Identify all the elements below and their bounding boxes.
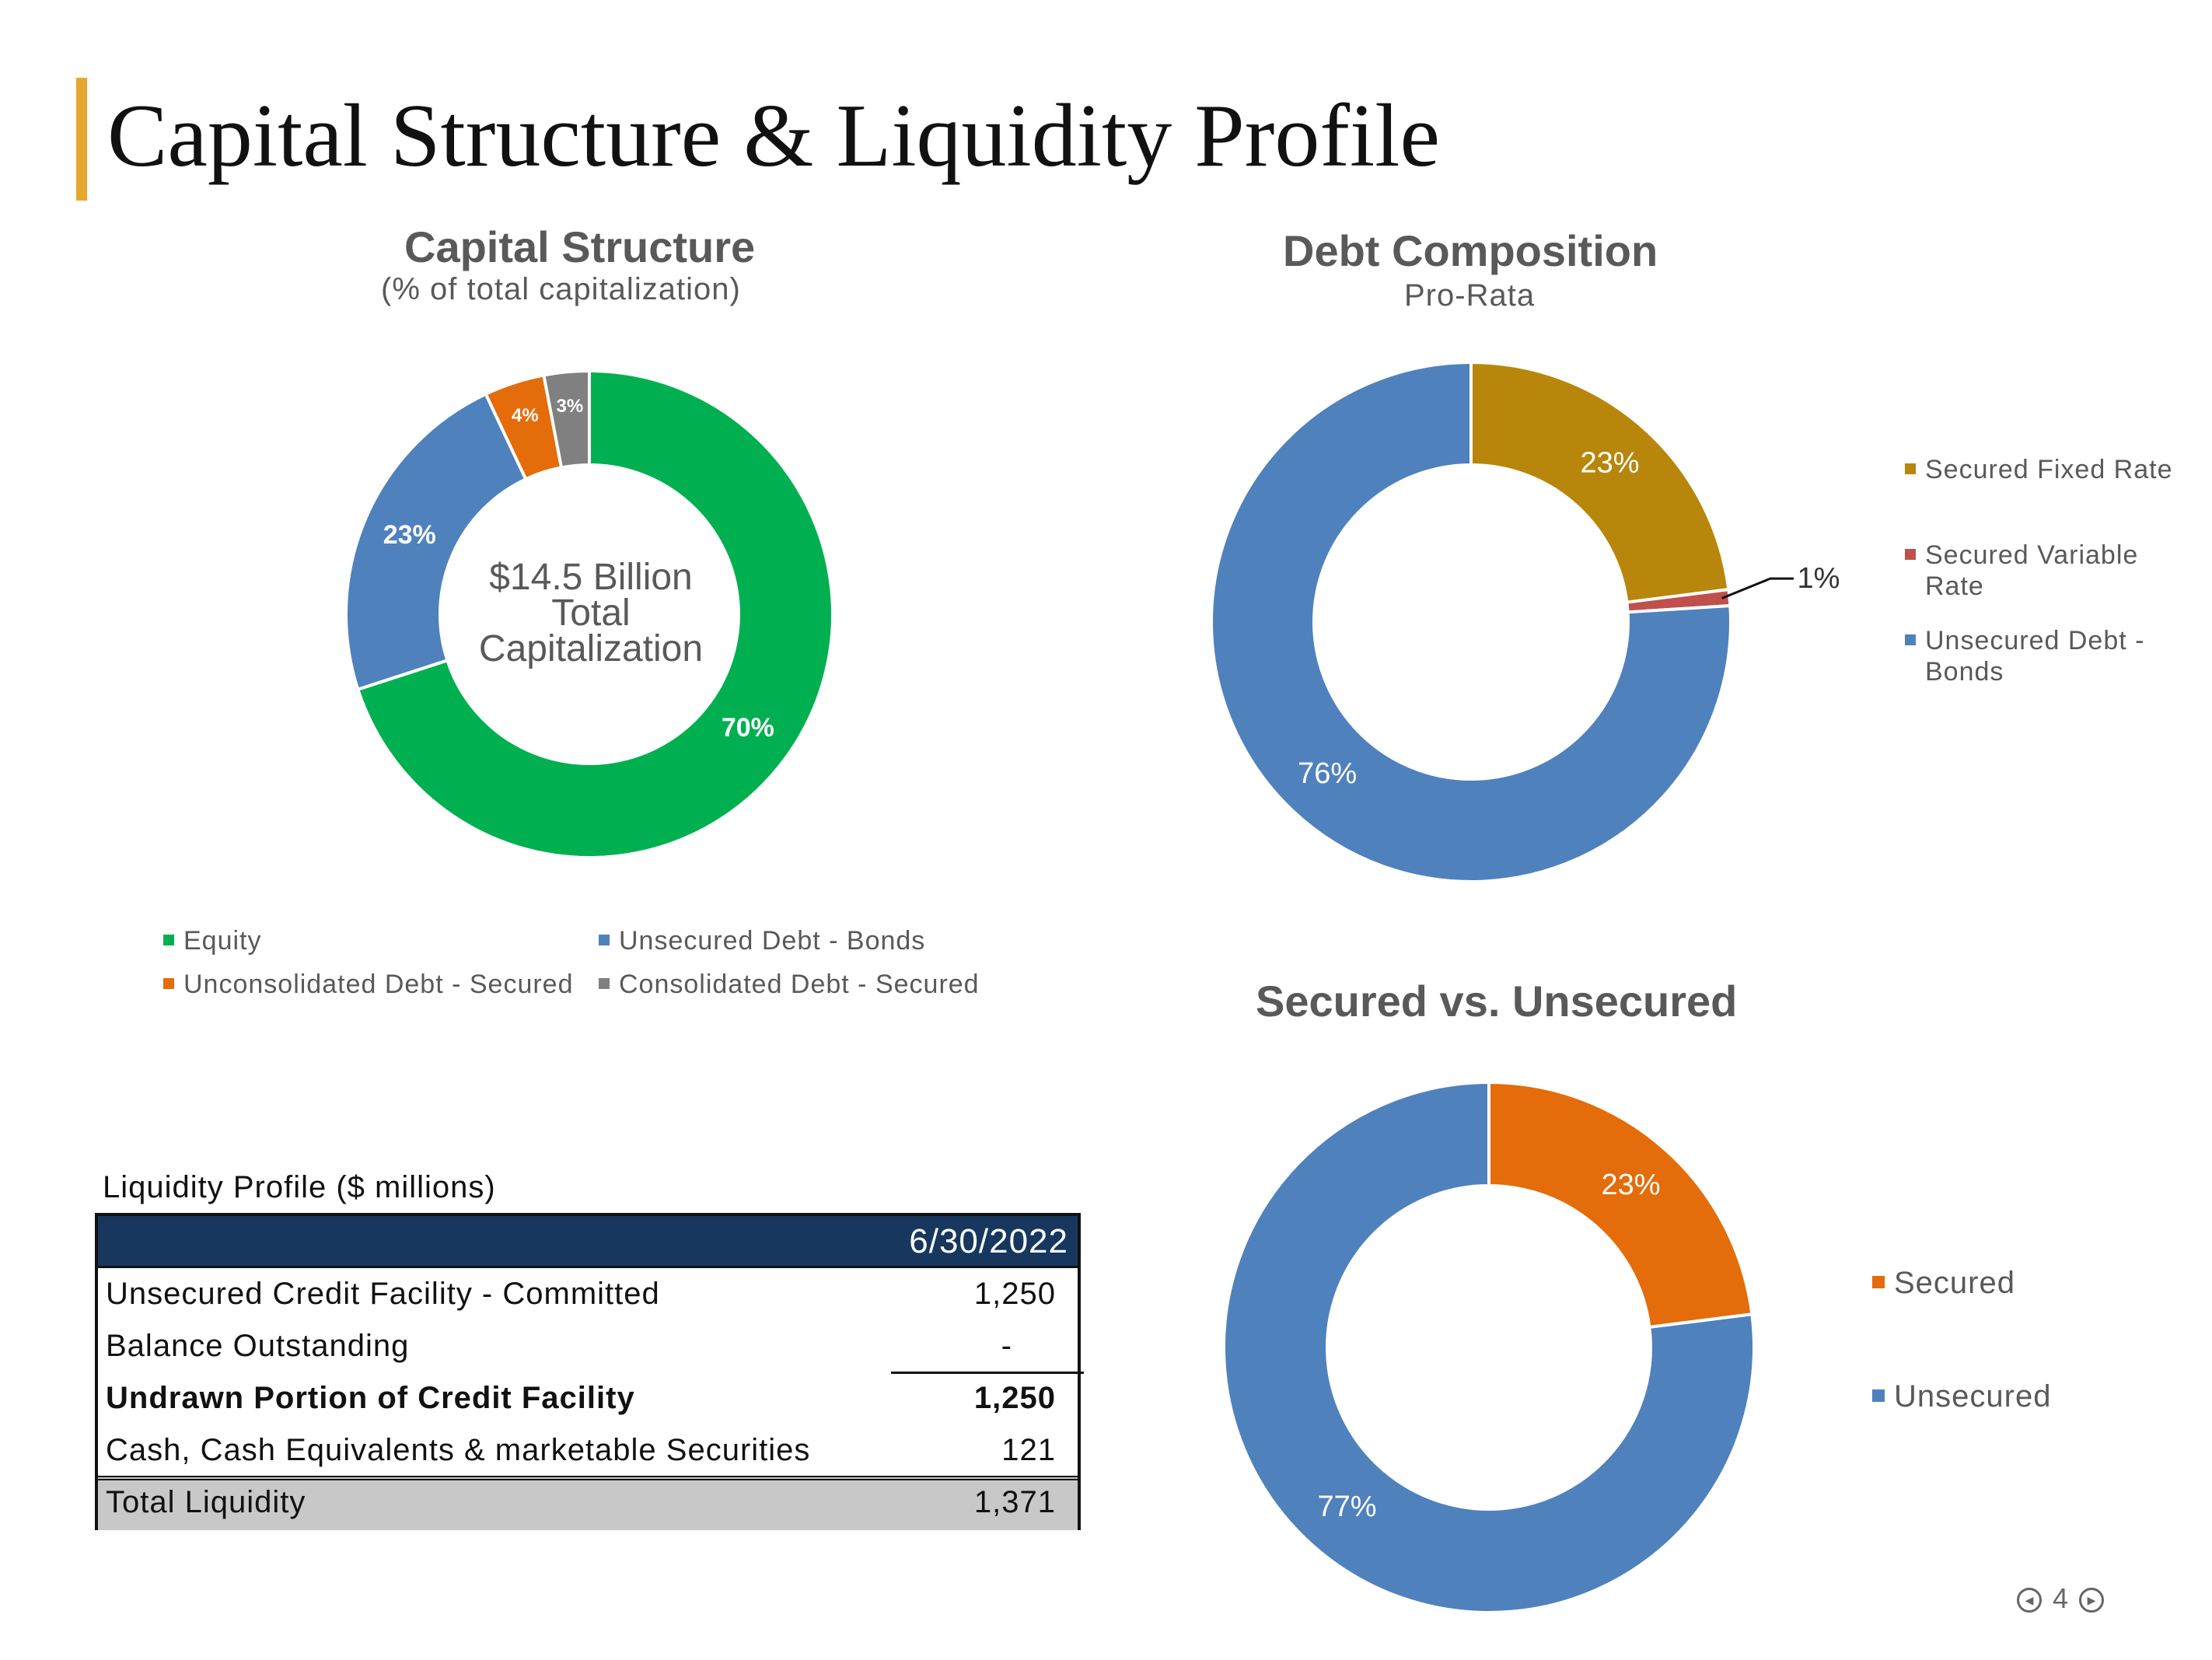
legend-swatch (1872, 1276, 1885, 1289)
center-label-line: $14.5 Billion (489, 557, 693, 598)
legend-swatch (599, 978, 610, 990)
legend-swatch (1905, 634, 1916, 646)
secured-slice-secured (1487, 1080, 1754, 1330)
legend-swatch (1905, 463, 1916, 475)
debt-composition-title: Debt Composition (1283, 226, 1658, 275)
row-label: Balance Outstanding (106, 1329, 410, 1363)
liquidity-date-header: 6/30/2022 (909, 1222, 1068, 1260)
liquidity-table: 6/30/2022 Unsecured Credit Facility - Co… (95, 1213, 1084, 1530)
capital-slice-unsecured-debt-bonds (344, 392, 528, 692)
title-accent-bar (76, 78, 87, 201)
total-value: 1,371 (973, 1485, 1056, 1519)
capital-slice-consolidated-debt-secured (542, 369, 591, 470)
prev-page-icon[interactable]: ◀ (2017, 1588, 2042, 1613)
debt-composition-subtitle: Pro-Rata (1404, 278, 1536, 313)
table-row: Undrawn Portion of Credit Facility 1,250 (98, 1372, 1078, 1423)
row-label: Unsecured Credit Facility - Committed (106, 1277, 660, 1311)
debt-data-label: 76% (1298, 757, 1357, 790)
legend-item-unsecured-bonds: Unsecured Debt - Bonds (599, 925, 925, 956)
table-row: Balance Outstanding - (98, 1319, 1078, 1371)
legend-swatch (1905, 549, 1916, 561)
page-navigation: ◀ 4 ▶ (2006, 1582, 2115, 1615)
capital-data-label: 3% (556, 396, 583, 417)
legend-swatch (163, 978, 174, 990)
capital-data-label: 4% (512, 405, 539, 426)
legend-swatch (1872, 1389, 1885, 1403)
legend-item-secured-variable: Secured Variable Rate (1905, 540, 2174, 602)
legend-label: Consolidated Debt - Secured (619, 970, 980, 999)
legend-item-unsecured-bonds: Unsecured Debt - Bonds (1905, 625, 2174, 687)
legend-item-consolidated: Consolidated Debt - Secured (599, 969, 980, 1000)
capital-structure-title: Capital Structure (404, 222, 756, 271)
center-label-line: Capitalization (478, 628, 704, 669)
row-value: 1,250 (973, 1277, 1056, 1311)
legend-label: Unsecured Debt - Bonds (619, 926, 926, 956)
capital-data-label: 23% (383, 520, 436, 550)
legend-swatch (163, 935, 174, 946)
secured-data-label: 77% (1317, 1491, 1376, 1523)
row-value: 121 (1001, 1433, 1056, 1467)
debt-data-label: 23% (1581, 447, 1640, 480)
secured-vs-unsecured-title: Secured vs. Unsecured (1256, 977, 1738, 1026)
legend-item-secured: Secured (1872, 1267, 2015, 1298)
debt-slice-unsecured-debt-bonds (1210, 360, 1732, 883)
legend-label: Unsecured (1894, 1379, 2052, 1414)
row-label: Undrawn Portion of Credit Facility (106, 1381, 635, 1415)
subtotal-rule (891, 1372, 1084, 1374)
center-label-line: Total (551, 592, 631, 634)
legend-label: Secured (1894, 1266, 2015, 1300)
capital-center-label: $14.5 Billion Total Capitalization (435, 557, 746, 669)
row-value: - (1001, 1329, 1012, 1363)
legend-swatch (599, 935, 610, 946)
legend-item-equity: Equity (163, 925, 262, 956)
capital-slice-equity (355, 369, 834, 859)
capital-structure-subtitle: (% of total capitalization) (381, 272, 741, 306)
legend-label: Secured Variable Rate (1925, 540, 2139, 601)
debt-data-label: 1% (1797, 562, 1840, 595)
legend-label: Unsecured Debt - Bonds (1925, 626, 2145, 687)
legend-item-unsecured: Unsecured (1872, 1381, 2051, 1412)
legend-item-secured-fixed: Secured Fixed Rate (1905, 454, 2173, 485)
next-page-icon[interactable]: ▶ (2079, 1588, 2105, 1613)
capital-data-label: 70% (722, 713, 774, 743)
table-row: Cash, Cash Equivalents & marketable Secu… (98, 1424, 1078, 1475)
secured-slice-unsecured (1222, 1080, 1756, 1614)
liquidity-caption: Liquidity Profile ($ millions) (103, 1170, 496, 1204)
legend-label: Equity (183, 926, 262, 956)
table-row: Unsecured Credit Facility - Committed 1,… (98, 1267, 1078, 1319)
legend-label: Secured Fixed Rate (1925, 455, 2173, 484)
liquidity-table-header: 6/30/2022 (98, 1216, 1078, 1268)
legend-label: Unconsolidated Debt - Secured (183, 970, 574, 999)
page-number: 4 (2053, 1582, 2069, 1614)
page-title: Capital Structure & Liquidity Profile (107, 86, 1440, 186)
debt-slice-secured-fixed-rate (1469, 360, 1731, 604)
secured-data-label: 23% (1601, 1169, 1660, 1201)
debt-leader-line (1721, 577, 1794, 599)
total-row: Total Liquidity 1,371 (98, 1476, 1078, 1530)
total-label: Total Liquidity (106, 1485, 306, 1519)
row-value: 1,250 (973, 1381, 1056, 1415)
legend-item-unconsolidated: Unconsolidated Debt - Secured (163, 969, 574, 1000)
row-label: Cash, Cash Equivalents & marketable Secu… (106, 1433, 811, 1467)
